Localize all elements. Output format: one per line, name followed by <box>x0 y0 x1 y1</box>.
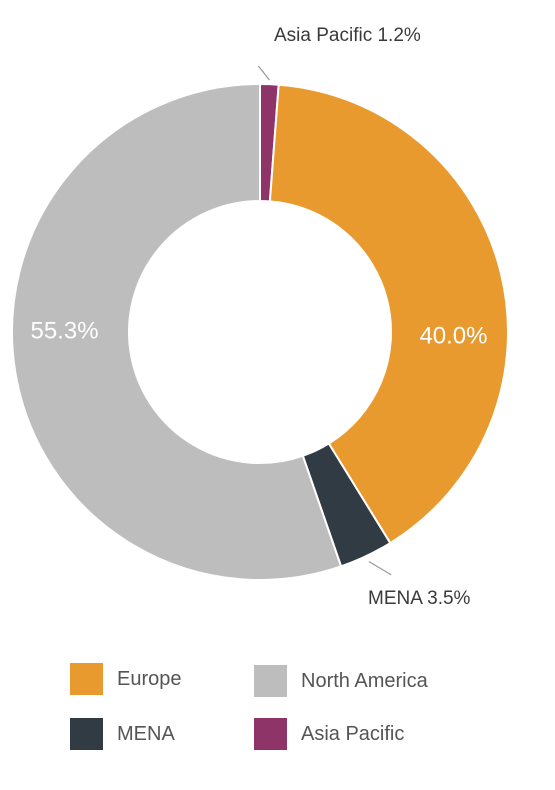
legend-item-north-america: North America <box>254 665 428 697</box>
legend-swatch-north-america <box>254 665 287 697</box>
legend-item-asia-pacific: Asia Pacific <box>254 718 404 750</box>
legend-item-europe: Europe <box>70 663 182 695</box>
slice-europe <box>268 83 509 545</box>
label-europe: 40.0% <box>419 322 487 349</box>
legend-item-mena: MENA <box>70 718 175 750</box>
label-north-america: 55.3% <box>30 318 98 345</box>
slice-labels: Asia Pacific 1.2% 40.0% MENA 3.5% 55.3% <box>30 25 487 609</box>
legend-label-north-america: North America <box>301 669 428 692</box>
leader-mena <box>368 560 392 576</box>
legend-label-europe: Europe <box>117 667 182 690</box>
label-asia-pacific: Asia Pacific 1.2% <box>274 25 421 46</box>
legend-label-mena: MENA <box>117 722 175 745</box>
donut-chart: Asia Pacific 1.2% 40.0% MENA 3.5% 55.3% <box>11 25 509 609</box>
slice-north-america <box>11 82 343 581</box>
donut-slices <box>11 82 509 581</box>
legend-swatch-asia-pacific <box>254 718 287 750</box>
callout-leaders <box>257 65 392 576</box>
label-mena: MENA 3.5% <box>368 588 471 609</box>
legend-swatch-europe <box>70 663 103 695</box>
legend-label-asia-pacific: Asia Pacific <box>301 722 405 745</box>
leader-asia-pacific <box>257 65 270 81</box>
legend-swatch-mena <box>70 718 103 750</box>
